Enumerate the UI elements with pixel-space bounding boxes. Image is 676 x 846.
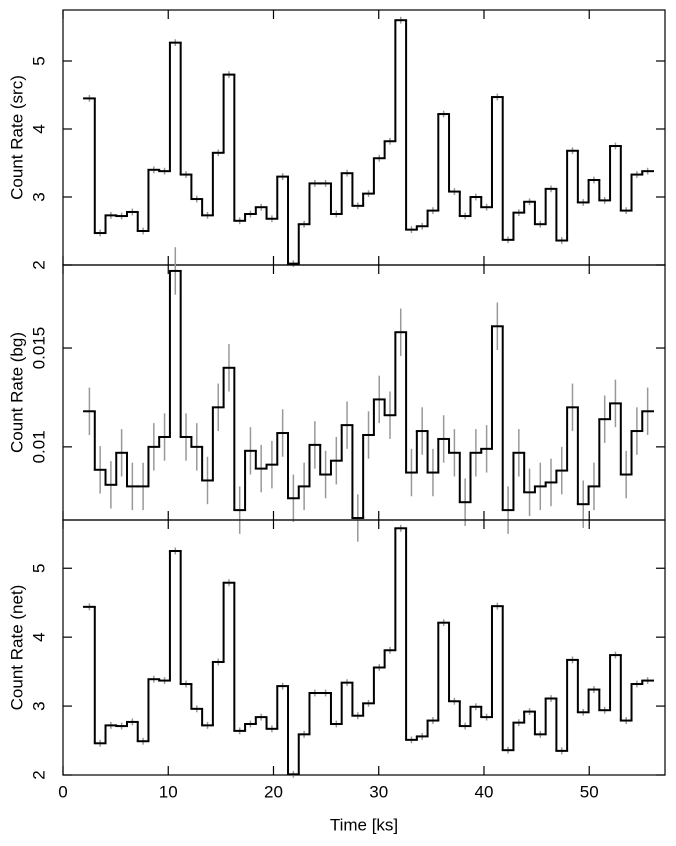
x-tick-label: 40 xyxy=(475,782,494,801)
y-tick-label: 5 xyxy=(29,56,48,65)
y-tick-label: 5 xyxy=(29,564,48,573)
y-axis-label: Count Rate (net) xyxy=(7,585,26,711)
y-axis-label: Count Rate (bg) xyxy=(7,332,26,453)
y-tick-label: 3 xyxy=(29,192,48,201)
y-tick-label: 3 xyxy=(29,701,48,710)
y-tick-label: 2 xyxy=(29,260,48,269)
panel: 2 3 4 5 Count Rate (src) xyxy=(7,9,666,270)
x-tick-label: 50 xyxy=(580,782,599,801)
x-tick-label: 30 xyxy=(369,782,388,801)
x-tick-label: 10 xyxy=(159,782,178,801)
y-tick-label: 2 xyxy=(29,770,48,779)
y-tick-label: 4 xyxy=(29,632,48,641)
plot-frame xyxy=(62,9,666,266)
x-tick-label: 0 xyxy=(58,782,67,801)
x-axis-label: Time [ks] xyxy=(330,815,398,834)
y-tick-label: 4 xyxy=(29,124,48,133)
y-tick-label: 0.01 xyxy=(29,430,48,463)
y-tick-label: 0.015 xyxy=(29,327,48,370)
y-axis-label: Count Rate (src) xyxy=(7,75,26,200)
plot-frame xyxy=(62,519,666,776)
x-tick-label: 20 xyxy=(264,782,283,801)
